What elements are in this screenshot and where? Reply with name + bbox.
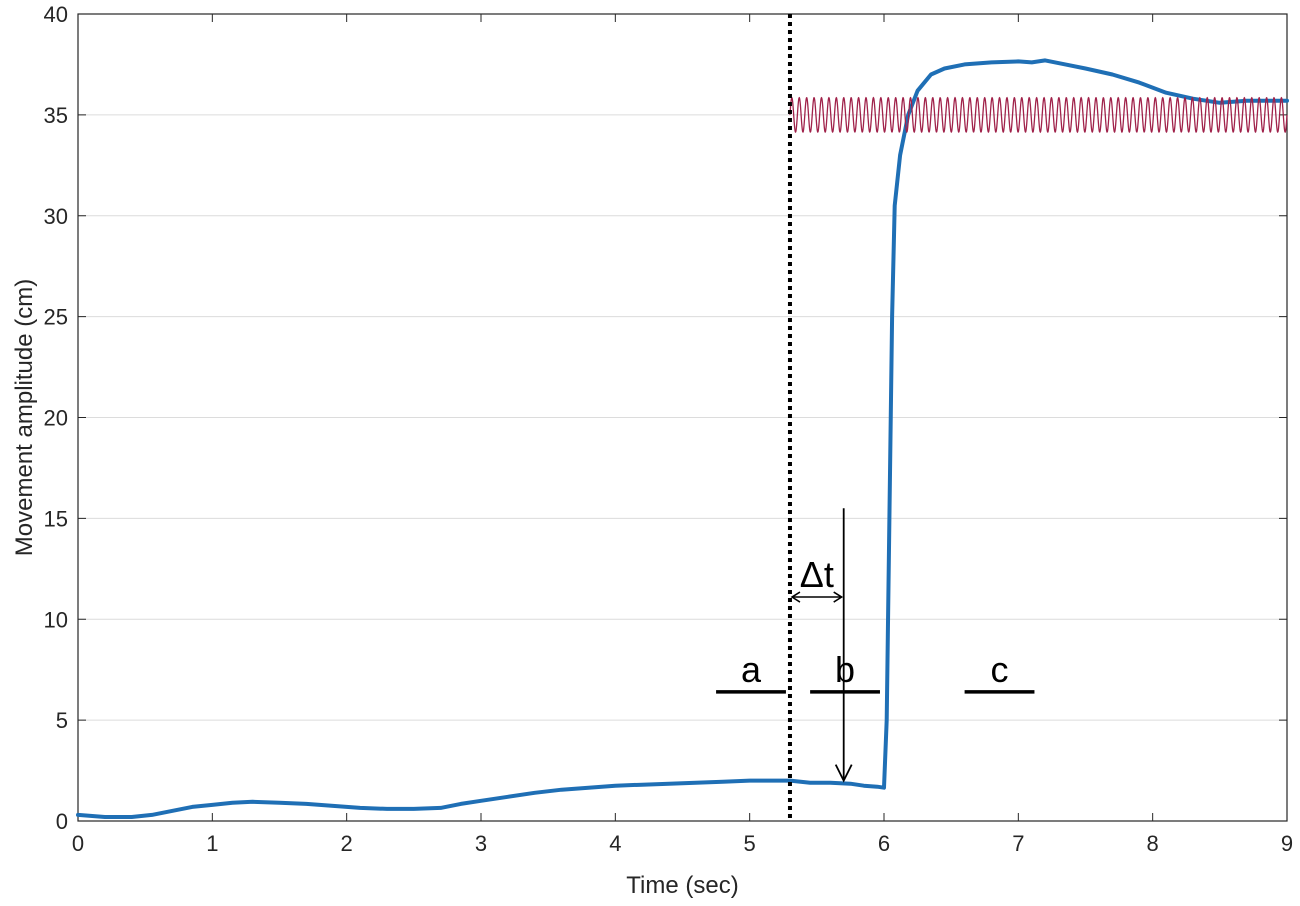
axis-ticks [77,13,1288,822]
x-tick-label: 8 [1147,831,1159,856]
x-axis-label: Time (sec) [626,872,738,899]
delta-t-label: Δt [800,554,834,595]
x-tick-label: 3 [475,831,487,856]
segment-b-label: b [835,649,855,690]
tick-labels: 0 5 10 15 20 25 30 35 40 0 1 2 3 4 5 6 7 8 9 [44,2,1294,856]
x-tick-label: 5 [744,831,756,856]
y-tick-label: 15 [44,506,68,531]
onset-arrow-head [834,764,853,783]
y-tick-label: 40 [44,2,68,27]
gridlines [78,114,1287,721]
y-tick-label: 35 [44,103,68,128]
series-movement-line [76,58,1289,819]
y-tick-label: 5 [56,708,68,733]
segment-a-label: a [741,649,762,690]
y-tick-label: 30 [44,204,68,229]
x-tick-label: 2 [341,831,353,856]
y-tick-label: 25 [44,305,68,330]
y-axis-label: Movement amplitude (cm) [11,279,38,556]
y-tick-label: 10 [44,607,68,632]
segment-c-label: c [991,649,1009,690]
series-layer [76,58,1289,819]
series-stimulus-sine [789,96,1288,134]
x-tick-label: 1 [206,831,218,856]
annotation-layer: Δt a b c [716,14,1035,821]
x-tick-label: 6 [878,831,890,856]
delta-t-arrow-head-right [833,591,844,603]
x-tick-label: 7 [1012,831,1024,856]
x-tick-label: 4 [609,831,621,856]
x-tick-label: 9 [1281,831,1293,856]
x-tick-label: 0 [72,831,84,856]
y-tick-label: 20 [44,406,68,431]
delta-t-arrow-head-left [790,591,801,603]
y-tick-label: 0 [56,809,68,834]
